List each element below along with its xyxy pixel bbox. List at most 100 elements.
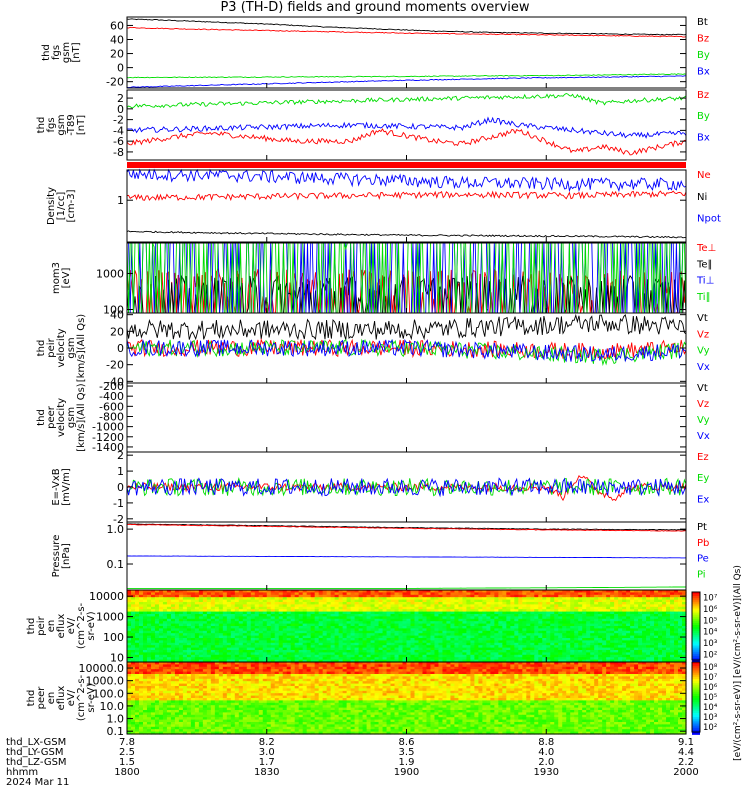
heatmap-cell (270, 633, 276, 637)
heatmap-cell (586, 623, 591, 627)
heatmap-cell (582, 630, 587, 634)
heatmap-cell (478, 628, 483, 632)
heatmap-cell (130, 638, 136, 641)
heatmap-cell (338, 602, 344, 605)
heatmap-cell (322, 611, 328, 615)
heatmap-cell (127, 590, 132, 593)
heatmap-cell (474, 633, 479, 637)
heatmap-cell (378, 657, 384, 661)
series-line-Pb (127, 523, 686, 532)
heatmap-cell (230, 630, 236, 634)
heatmap-cell (410, 654, 416, 658)
heatmap-cell (142, 630, 148, 634)
heatmap-cell (326, 652, 332, 656)
heatmap-cell (150, 609, 156, 613)
heatmap-cell (610, 623, 615, 627)
heatmap-cell (338, 590, 344, 593)
heatmap-cell (402, 640, 408, 644)
heatmap-cell (650, 630, 655, 634)
heatmap-cell (478, 626, 483, 629)
heatmap-cell (410, 630, 416, 634)
heatmap-cell (458, 654, 463, 658)
heatmap-cell (450, 594, 456, 598)
heatmap-cell (542, 654, 547, 658)
heatmap-cell (646, 638, 651, 641)
heatmap-cell (278, 616, 284, 620)
heatmap-cell (458, 609, 463, 613)
heatmap-cell (414, 650, 420, 653)
heatmap-cell (414, 638, 420, 641)
heatmap-cell (350, 623, 356, 627)
heatmap-cell (470, 594, 475, 598)
legend-Bz: Bz (697, 90, 709, 101)
heatmap-cell (482, 611, 487, 615)
heatmap-cell (234, 609, 240, 613)
heatmap-cell (662, 590, 667, 593)
heatmap-cell (666, 604, 671, 608)
heatmap-cell (566, 611, 571, 615)
heatmap-cell (262, 652, 268, 656)
heatmap-cell (270, 590, 276, 593)
heatmap-cell (666, 609, 671, 613)
heatmap-cell (254, 628, 260, 632)
heatmap-cell (230, 602, 236, 605)
heatmap-cell (402, 652, 408, 656)
heatmap-cell (402, 654, 408, 658)
heatmap-cell (442, 657, 448, 661)
heatmap-cell (494, 645, 499, 649)
heatmap-cell (610, 611, 615, 615)
heatmap-cell (278, 621, 284, 625)
heatmap-cell (186, 650, 192, 653)
heatmap-cell (606, 590, 611, 593)
heatmap-cell (286, 633, 292, 637)
heatmap-cell (398, 647, 404, 651)
heatmap-cell (298, 630, 304, 634)
heatmap-cell (250, 594, 256, 598)
heatmap-cell (430, 638, 436, 641)
heatmap-cell (590, 638, 595, 641)
heatmap-cell (138, 650, 144, 653)
heatmap-cell (502, 614, 507, 617)
heatmap-cell (542, 642, 547, 646)
heatmap-cell (602, 626, 607, 629)
heatmap-cell (246, 628, 252, 632)
heatmap-cell (158, 618, 164, 622)
heatmap-cell (462, 616, 467, 620)
heatmap-cell (342, 616, 348, 620)
heatmap-cell (414, 594, 420, 598)
heatmap-cell (586, 652, 591, 656)
heatmap-cell (234, 638, 240, 641)
heatmap-cell (594, 604, 599, 608)
heatmap-cell (642, 606, 647, 610)
heatmap-cell (522, 626, 527, 629)
heatmap-cell (262, 640, 268, 644)
heatmap-cell (498, 616, 503, 620)
heatmap-cell (350, 611, 356, 615)
heatmap-cell (622, 640, 627, 644)
heatmap-cell (570, 609, 575, 613)
heatmap-cell (470, 611, 475, 615)
y-tick-label: 20 (110, 48, 124, 61)
heatmap-cell (310, 640, 316, 644)
heatmap-cell (294, 654, 300, 658)
heatmap-cell (210, 652, 216, 656)
heatmap-cell (442, 609, 448, 613)
heatmap-cell (558, 618, 563, 622)
heatmap-cell (274, 611, 280, 615)
heatmap-cell (514, 642, 519, 646)
heatmap-cell (190, 654, 196, 658)
heatmap-cell (286, 611, 292, 615)
heatmap-cell (386, 604, 392, 608)
heatmap-cell (362, 654, 368, 658)
heatmap-cell (554, 635, 559, 639)
heatmap-cell (226, 597, 232, 601)
heatmap-cell (526, 616, 531, 620)
heatmap-cell (418, 597, 424, 601)
y-axis-label: sr-eV) (86, 611, 97, 640)
heatmap-cell (162, 604, 168, 608)
heatmap-cell (410, 590, 416, 593)
heatmap-cell (618, 590, 623, 593)
heatmap-cell (678, 611, 683, 615)
heatmap-cell (270, 645, 276, 649)
